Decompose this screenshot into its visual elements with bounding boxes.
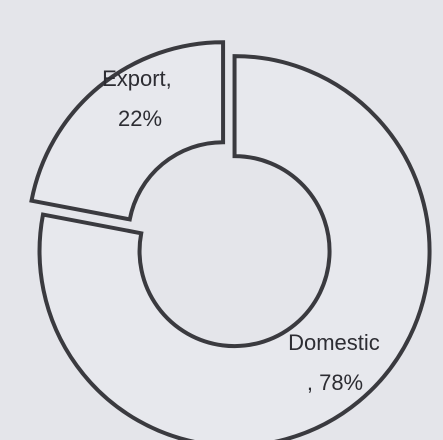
data-label-export: Export, 22% xyxy=(102,66,178,131)
data-labels: Export, 22% Domestic , 78% xyxy=(102,66,386,395)
data-label-domestic: Domestic , 78% xyxy=(288,330,386,395)
data-label-domestic-line2: , 78% xyxy=(307,370,363,395)
data-label-domestic-line1: Domestic xyxy=(288,330,380,355)
data-label-export-line2: 22% xyxy=(118,106,162,131)
data-label-export-line1: Export, xyxy=(102,66,172,91)
slice-export xyxy=(29,40,226,222)
slices-group xyxy=(29,40,432,440)
slice-domestic xyxy=(37,54,432,440)
